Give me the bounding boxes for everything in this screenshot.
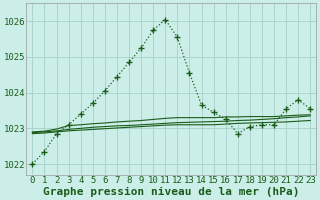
X-axis label: Graphe pression niveau de la mer (hPa): Graphe pression niveau de la mer (hPa) <box>43 186 300 197</box>
